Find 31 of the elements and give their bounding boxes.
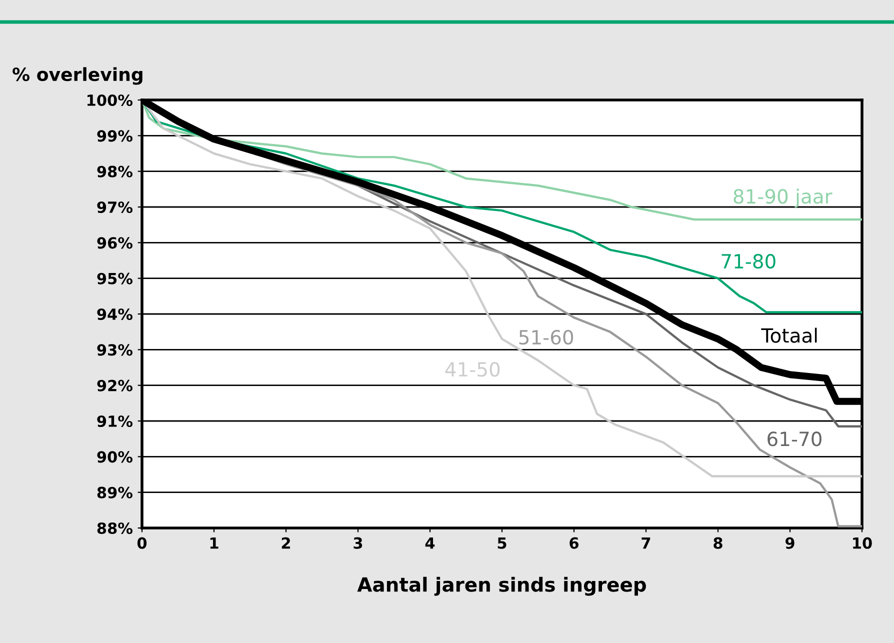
x-tick-label: 0 (137, 537, 147, 549)
y-tick-label: 93% (97, 344, 132, 356)
x-tick-label: 9 (785, 537, 794, 549)
y-tick-label: 92% (97, 380, 132, 392)
y-tick-label: 89% (97, 486, 132, 498)
y-tick-label: 94% (97, 308, 132, 320)
y-tick-label: 98% (97, 166, 132, 178)
x-tick-label: 2 (282, 537, 290, 549)
y-tick-label: 88% (97, 522, 132, 534)
series-label: 81-90 jaar (734, 188, 832, 208)
y-tick-label: 90% (97, 451, 132, 463)
series-label: 61-70 (768, 432, 822, 446)
y-tick-label: 95% (97, 272, 132, 284)
series-label: 71-80 (722, 254, 776, 269)
x-tick-label: 1 (210, 538, 218, 549)
x-tick-label: 8 (714, 537, 722, 549)
x-tick-label: 4 (425, 538, 435, 549)
x-tick-label: 3 (354, 537, 362, 549)
series-label: Totaal (761, 328, 817, 343)
y-tick-label: 96% (97, 237, 132, 249)
x-tick-label: 10 (853, 537, 872, 549)
y-tick-label: 91% (97, 415, 132, 428)
x-tick-label: 5 (498, 538, 506, 549)
x-tick-label: 6 (570, 537, 578, 549)
y-tick-label: 99% (97, 130, 132, 142)
y-tick-label: 100% (87, 94, 132, 106)
series-label: 51-60 (519, 330, 574, 345)
y-tick-label: 97% (97, 201, 132, 214)
x-axis-title: Aantal jaren sinds ingreep (357, 576, 646, 596)
x-tick-label: 7 (642, 538, 650, 549)
y-axis-title: % overleving (12, 67, 142, 85)
